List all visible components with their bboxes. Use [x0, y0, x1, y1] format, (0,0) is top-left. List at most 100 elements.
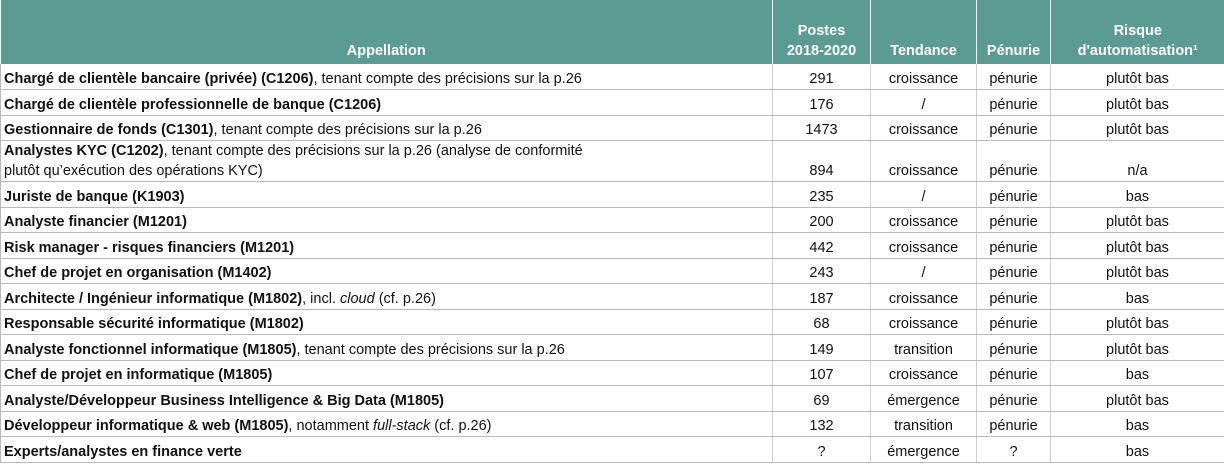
appellation-text: Risk manager - risques financiers (M1201… — [4, 239, 295, 256]
penurie-text: pénurie — [989, 163, 1038, 179]
appellation-text: (cf. p.26) — [430, 418, 492, 434]
risque-text: plutôt bas — [1106, 341, 1169, 358]
appellation-cell: Analystes KYC (C1202), tenant compte des… — [0, 140, 773, 182]
tendance-text: croissance — [888, 316, 959, 332]
tendance-cell: transition — [870, 334, 977, 361]
penurie-text: pénurie — [989, 265, 1038, 281]
penurie-cell: pénurie — [976, 360, 1051, 386]
appellation-text: plutôt qu’exécution des opérations KYC) — [4, 163, 263, 179]
tendance-text: croissance — [888, 122, 959, 138]
header-row: Appellation Postes 2018-2020 Tendance Pénuri… — [0, 0, 1224, 64]
appellation-text: Chargé de clientèle bancaire (privée) (C… — [4, 71, 314, 87]
table-row: Responsable sécurité informatique (M1802… — [0, 309, 1224, 335]
table-row: Juriste de banque (K1903) 235 / pénurie bas — [0, 181, 1224, 208]
postes-cell: 132 — [772, 411, 871, 437]
risque-cell: plutôt bas — [1050, 232, 1224, 259]
tendance-text: croissance — [888, 367, 959, 383]
tendance-cell: croissance — [870, 115, 977, 141]
tendance-cell: émergence — [870, 436, 977, 463]
risque-cell: bas — [1050, 360, 1224, 386]
appellation-text: Experts/analystes en finance verte — [4, 443, 242, 460]
appellation-cell: Chef de projet en informatique (M1805) — [0, 360, 773, 386]
risque-cell: bas — [1050, 283, 1224, 310]
penurie-cell: pénurie — [976, 411, 1051, 437]
appellation-cell: Gestionnaire de fonds (C1301), tenant co… — [0, 115, 773, 141]
penurie-text: pénurie — [989, 392, 1038, 409]
penurie-cell: pénurie — [976, 89, 1051, 116]
postes-text: 68 — [813, 316, 830, 332]
table-row: Chef de projet en organisation (M1402) 24… — [0, 258, 1224, 284]
table-row: Architecte / Ingénieur informatique (M18… — [0, 283, 1224, 310]
risque-text: bas — [1125, 418, 1150, 434]
risque-cell: n/a — [1050, 140, 1224, 182]
header-text: Postes — [797, 23, 846, 39]
penurie-cell: pénurie — [976, 115, 1051, 141]
tendance-cell: croissance — [870, 140, 977, 182]
column-header: Appellation — [0, 0, 773, 64]
postes-cell: 149 — [772, 334, 871, 361]
penurie-cell: pénurie — [976, 232, 1051, 259]
tendance-text: / — [921, 188, 926, 205]
penurie-cell: pénurie — [976, 64, 1051, 90]
header-text: Tendance — [890, 43, 957, 59]
tendance-cell: croissance — [870, 360, 977, 386]
tendance-cell: émergence — [870, 385, 977, 412]
postes-text: 187 — [809, 290, 834, 307]
tendance-cell: croissance — [870, 232, 977, 259]
appellation-cell: Analyste financier (M1201) — [0, 207, 773, 233]
appellation-cell: Analyste fonctionnel informatique (M1805… — [0, 334, 773, 361]
postes-cell: 235 — [772, 181, 871, 208]
appellation-text: Architecte / Ingénieur informatique (M18… — [4, 290, 303, 307]
penurie-cell: pénurie — [976, 283, 1051, 310]
risque-text: bas — [1125, 290, 1150, 307]
table-row: Risk manager - risques financiers (M1201… — [0, 232, 1224, 259]
postes-text: 243 — [809, 265, 834, 281]
appellation-cell: Experts/analystes en finance verte — [0, 436, 773, 463]
postes-cell: 68 — [772, 309, 871, 335]
penurie-text: ? — [1009, 443, 1018, 460]
tendance-text: transition — [894, 341, 953, 358]
header-text: d'automatisation¹ — [1077, 43, 1198, 59]
header-text: 2018-2020 — [786, 43, 857, 59]
appellation-text: Analystes KYC (C1202) — [4, 143, 164, 159]
tendance-text: croissance — [888, 163, 959, 179]
appellation-text: Analyste financier (M1201) — [4, 214, 187, 230]
penurie-text: pénurie — [989, 214, 1038, 230]
risque-text: plutôt bas — [1106, 316, 1169, 332]
appellation-cell: Architecte / Ingénieur informatique (M18… — [0, 283, 773, 310]
tendance-cell: / — [870, 258, 977, 284]
postes-cell: 187 — [772, 283, 871, 310]
postes-text: 200 — [809, 214, 834, 230]
postes-cell: 107 — [772, 360, 871, 386]
postes-cell: 69 — [772, 385, 871, 412]
risque-cell: plutôt bas — [1050, 258, 1224, 284]
appellation-cell: Chef de projet en organisation (M1402) — [0, 258, 773, 284]
penurie-cell: pénurie — [976, 207, 1051, 233]
appellation-text: Responsable sécurité informatique (M1802… — [4, 316, 304, 332]
table-row: Chargé de clientèle professionnelle de b… — [0, 89, 1224, 116]
appellation-text: Gestionnaire de fonds (C1301) — [4, 122, 214, 138]
appellation-text: Juriste de banque (K1903) — [4, 188, 185, 205]
table-row: Analyste financier (M1201) 200 croissance p… — [0, 207, 1224, 233]
penurie-text: pénurie — [989, 316, 1038, 332]
postes-cell: 442 — [772, 232, 871, 259]
risque-text: bas — [1125, 443, 1150, 460]
appellation-text: , tenant compte des précisions sur la p.… — [213, 122, 482, 138]
tendance-cell: / — [870, 181, 977, 208]
appellation-text: Analyste/Développeur Business Intelligen… — [4, 392, 444, 409]
appellation-text: Analyste fonctionnel informatique (M1805… — [4, 341, 297, 358]
postes-text: 1473 — [805, 122, 838, 138]
postes-cell: 200 — [772, 207, 871, 233]
tendance-text: transition — [894, 418, 953, 434]
tendance-text: croissance — [888, 214, 959, 230]
tendance-text: émergence — [887, 443, 960, 460]
table-row: Experts/analystes en finance verte? émerg… — [0, 436, 1224, 463]
risque-text: plutôt bas — [1106, 122, 1169, 138]
penurie-text: pénurie — [989, 418, 1038, 434]
penurie-cell: pénurie — [976, 385, 1051, 412]
risque-cell: plutôt bas — [1050, 385, 1224, 412]
penurie-cell: pénurie — [976, 181, 1051, 208]
tendance-text: croissance — [888, 71, 959, 87]
risque-text: plutôt bas — [1106, 392, 1169, 409]
